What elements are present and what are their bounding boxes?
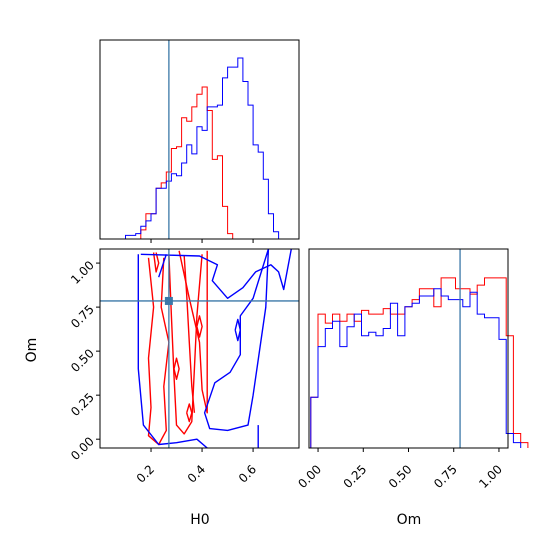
contour-blue-1 <box>140 249 292 299</box>
h0-x-tick-label-0: 0.2 <box>134 462 157 485</box>
contour-frame <box>99 248 300 449</box>
om-x-axis-label: Om <box>397 512 422 528</box>
om-y-tick-label-0: 0.00 <box>68 434 97 463</box>
truth-marker <box>164 296 173 305</box>
om-marginal-panel: 0.00 0.25 0.50 0.75 1.00 <box>295 248 529 491</box>
h0-marginal-frame <box>99 39 300 240</box>
h0-hist-series-blue <box>125 57 280 239</box>
om-y-tick-label-4: 1.00 <box>68 258 97 287</box>
om-x-tick-label-1: 0.25 <box>341 462 370 491</box>
contour-blue-2 <box>158 254 167 278</box>
om-y-axis-label: Om <box>24 338 40 363</box>
axis-labels: H0 Om Om <box>24 338 421 528</box>
h0-om-contour-panel: 0.2 0.4 0.6 0.00 0.25 0.50 0.75 1.00 <box>68 248 300 486</box>
contour-red-2 <box>178 250 208 414</box>
h0-x-axis-label: H0 <box>190 512 209 528</box>
om-y-tick-label-2: 0.50 <box>68 346 97 375</box>
contour-blue-4 <box>234 318 241 342</box>
om-x-tick-label-0: 0.00 <box>295 462 324 491</box>
contour-red-5 <box>173 357 180 380</box>
om-x-tick-label-2: 0.50 <box>386 462 415 491</box>
h0-x-tick-label-1: 0.4 <box>185 462 208 485</box>
om-hist-series-blue <box>310 288 522 448</box>
contour-red-6 <box>186 403 193 423</box>
contour-blue-3 <box>203 249 270 432</box>
om-x-tick-label-4: 1.00 <box>476 462 505 491</box>
om-x-tick-label-3: 0.75 <box>431 462 460 491</box>
h0-x-tick-label-2: 0.6 <box>236 462 259 485</box>
om-marginal-frame <box>308 248 509 449</box>
contour-red-3 <box>183 255 196 413</box>
om-y-tick-label-3: 0.75 <box>68 302 97 331</box>
contour-red-0 <box>147 257 170 446</box>
contour-red-7 <box>196 315 203 338</box>
om-y-tick-label-1: 0.25 <box>68 390 97 419</box>
contour-blue-0 <box>137 254 208 448</box>
contour-plot-area <box>100 249 299 448</box>
contour-red-1 <box>168 254 203 435</box>
h0-marginal-panel <box>99 39 300 243</box>
contour-red-4 <box>152 252 160 273</box>
